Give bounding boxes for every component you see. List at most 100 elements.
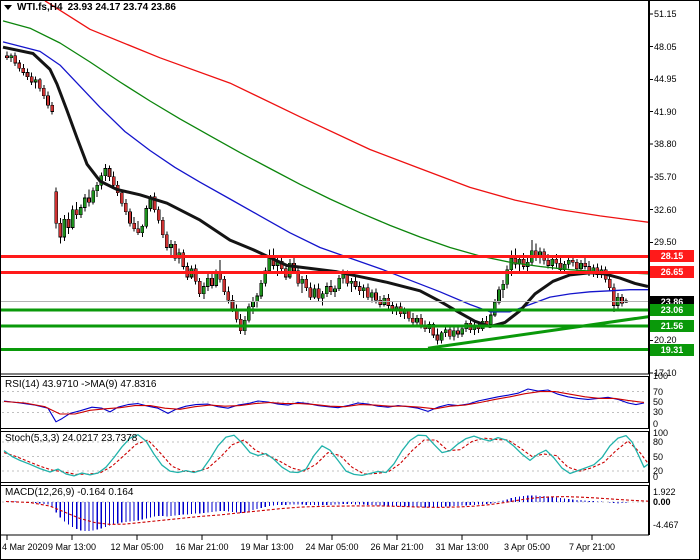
candle-bear — [583, 263, 587, 267]
chart-title: WTI.fs,H4 23.93 24.17 23.74 23.86 — [4, 2, 176, 13]
ma-red — [44, 0, 649, 223]
candle-bull — [103, 168, 108, 177]
ohlc-readout: 23.93 24.17 23.74 23.86 — [67, 2, 176, 13]
candle-bear — [29, 76, 34, 83]
candle-bear — [620, 296, 624, 304]
candle-bear — [521, 258, 526, 267]
candle-bull — [70, 209, 75, 228]
candle-bull — [349, 280, 354, 284]
candle-bear — [316, 288, 321, 299]
candle-bull — [324, 286, 329, 295]
candle-bull — [206, 277, 210, 287]
candle-bull — [33, 79, 38, 83]
candle-bear — [513, 257, 518, 265]
candle-bull — [509, 257, 514, 270]
candle-bull — [79, 207, 83, 216]
candle-bull — [263, 270, 268, 284]
candle-bear — [181, 252, 186, 267]
candle-bull — [288, 263, 292, 278]
candle-bull — [140, 226, 145, 234]
candle-bull — [144, 208, 149, 227]
candle-bear — [296, 270, 300, 284]
candle-bear — [419, 317, 423, 326]
candle-bull — [579, 263, 583, 269]
ma-green — [2, 20, 649, 275]
candle-bear — [406, 310, 411, 319]
candle-bear — [353, 280, 358, 287]
candle-bull — [370, 292, 374, 298]
candle-bull — [501, 284, 505, 290]
candle-bear — [120, 192, 124, 204]
candle-bear — [132, 222, 136, 229]
candle-bear — [165, 234, 169, 248]
candle-bull — [214, 272, 218, 286]
candle-bear — [308, 287, 313, 298]
candle-bull — [460, 328, 464, 335]
candle-bull — [312, 288, 317, 298]
candle-bull — [95, 185, 99, 191]
candle-bear — [156, 209, 161, 221]
candle-bull — [497, 289, 501, 303]
candle-bear — [37, 79, 42, 89]
candle-bull — [333, 288, 337, 293]
candle-bear — [226, 291, 231, 301]
candle-bull — [300, 278, 305, 284]
candle-bear — [17, 62, 22, 69]
candle-bull — [443, 329, 448, 334]
candle-bear — [210, 277, 214, 286]
candle-bull — [505, 269, 510, 285]
candle-bear — [222, 278, 227, 293]
candle-bull — [83, 197, 87, 208]
candle-bull — [488, 314, 493, 325]
candle-bear — [378, 299, 382, 305]
stoch-k-line — [3, 434, 649, 477]
candle-bull — [361, 287, 366, 292]
candle-bear — [128, 211, 132, 224]
candle-bull — [320, 293, 325, 299]
candle-bear — [554, 258, 559, 264]
candle-bull — [255, 295, 259, 302]
candle-bear — [304, 278, 309, 288]
trendline — [427, 315, 650, 350]
candle-bear — [13, 55, 17, 64]
candle-bear — [50, 104, 54, 112]
candle-bear — [173, 244, 177, 259]
candle-bear — [575, 261, 579, 269]
symbol-dropdown-icon[interactable] — [4, 5, 12, 10]
candle-bear — [193, 268, 198, 282]
candle-bear — [21, 67, 26, 73]
candle-bear — [411, 317, 415, 323]
candle-bear — [124, 202, 128, 212]
candle-bear — [107, 168, 112, 178]
candle-bull — [550, 258, 555, 266]
candle-bear — [546, 259, 551, 266]
candle-bear — [5, 55, 9, 59]
candle-bear — [570, 259, 575, 263]
candle-bull — [62, 218, 67, 238]
candle-bull — [566, 259, 571, 265]
candle-bear — [46, 95, 50, 106]
candle-bear — [58, 222, 63, 238]
rsi-panel-label: RSI(14) 43.9710 ->MA(9) 47.8316 — [5, 379, 157, 390]
candle-bear — [607, 278, 612, 288]
rsi-line — [3, 388, 645, 423]
candle-bull — [337, 277, 341, 289]
candle-bear — [152, 196, 157, 210]
candle-bear — [197, 280, 202, 295]
candle-bear — [87, 197, 91, 203]
candle-bull — [452, 330, 456, 337]
macd-panel-label: MACD(12,26,9) -0.164 0.164 — [5, 487, 134, 498]
candle-bull — [517, 258, 522, 265]
candle-bull — [247, 306, 251, 321]
candle-bear — [66, 218, 71, 228]
candle-bear — [25, 72, 30, 78]
candle-bear — [161, 219, 165, 236]
stoch-d-line — [3, 437, 649, 475]
candle-bear — [136, 228, 140, 234]
candle-bull — [259, 283, 264, 297]
candle-bear — [357, 286, 362, 292]
candle-bull — [9, 55, 13, 59]
